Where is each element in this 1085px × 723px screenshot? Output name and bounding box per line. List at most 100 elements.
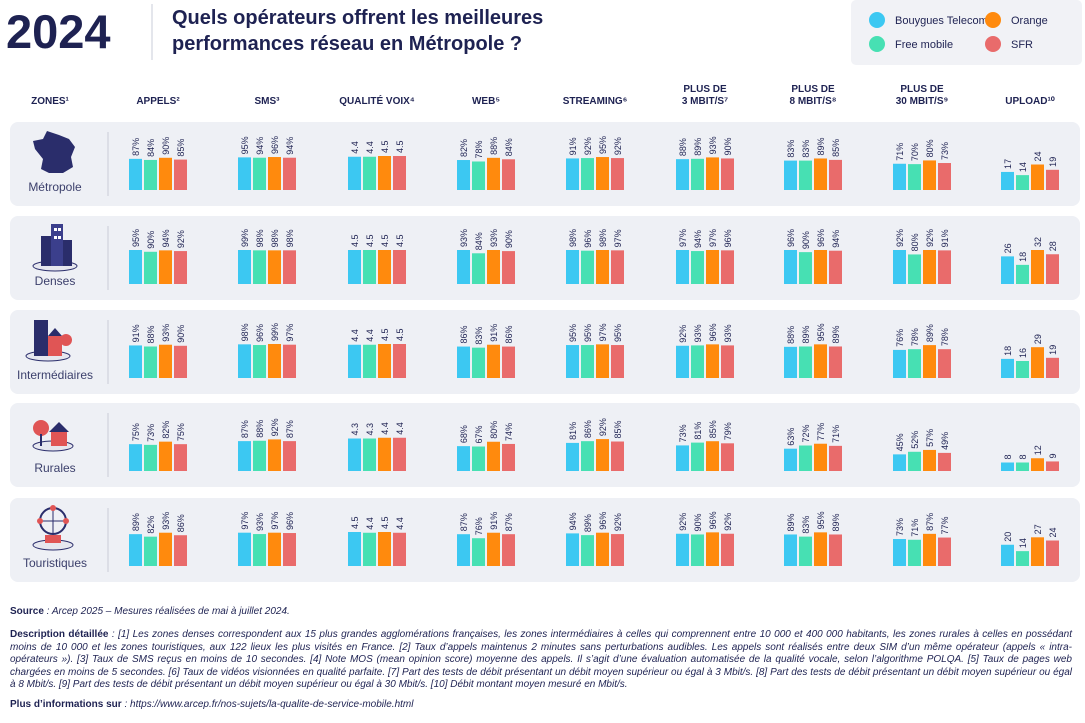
bar [691, 251, 704, 284]
value-label: 86% [176, 514, 186, 532]
bar [457, 534, 470, 566]
bar [1016, 175, 1029, 190]
more-url[interactable]: : https://www.arcep.fr/nos-sujets/la-qua… [121, 699, 414, 710]
value-label: 83% [801, 516, 811, 534]
description-text: : [1] Les zones denses correspondent aux… [10, 629, 1072, 691]
icon-rural [32, 420, 74, 452]
bar [238, 250, 251, 284]
bar [829, 346, 842, 378]
bar [1016, 551, 1029, 566]
value-label: 78% [474, 140, 484, 158]
value-label: 97% [270, 512, 280, 530]
value-label: 97% [598, 323, 608, 341]
value-label: 96% [723, 229, 733, 247]
bar [393, 344, 406, 378]
value-label: 84% [504, 138, 514, 156]
value-label: 90% [801, 231, 811, 249]
bar [676, 345, 689, 378]
value-label: 98% [240, 323, 250, 341]
bar [799, 536, 812, 566]
value-label: 19 [1048, 345, 1058, 355]
value-label: 86% [583, 420, 593, 438]
bar [938, 452, 951, 471]
value-label: 4.5 [395, 140, 405, 153]
value-label: 73% [146, 424, 156, 442]
value-label: 96% [270, 136, 280, 154]
bar [378, 344, 391, 378]
bar [596, 439, 609, 471]
value-label: 95% [816, 511, 826, 529]
bar [253, 157, 266, 190]
bar [348, 438, 361, 471]
value-label: 73% [678, 424, 688, 442]
value-label: 95% [613, 324, 623, 342]
bar [691, 442, 704, 471]
value-label: 96% [786, 229, 796, 247]
title-line: performances réseau en Métropole ? [172, 33, 522, 55]
bar [596, 532, 609, 566]
bar [363, 344, 376, 378]
value-label: 77% [940, 517, 950, 535]
description-label: Description détaillée [10, 629, 109, 640]
value-label: 4.3 [350, 423, 360, 436]
bar [144, 444, 157, 471]
value-label: 92% [176, 230, 186, 248]
value-label: 80% [489, 421, 499, 439]
bar [502, 159, 515, 190]
value-label: 57% [925, 429, 935, 447]
value-label: 77% [816, 423, 826, 441]
bar [799, 252, 812, 284]
bar [893, 250, 906, 284]
value-label: 79% [723, 422, 733, 440]
value-label: 76% [474, 517, 484, 535]
value-label: 72% [801, 424, 811, 442]
bar [129, 345, 142, 378]
value-label: 95% [240, 136, 250, 154]
bar [923, 250, 936, 284]
bar [596, 250, 609, 284]
bar [393, 156, 406, 190]
value-label: 90% [146, 231, 156, 249]
bar [144, 159, 157, 190]
bar [923, 533, 936, 566]
bar [799, 346, 812, 378]
value-label: 26 [1003, 243, 1013, 253]
zone-label: Denses [35, 274, 76, 288]
value-label: 90% [176, 325, 186, 343]
value-label: 4.5 [380, 516, 390, 529]
legend-label: Bouygues Telecom [895, 15, 988, 27]
bar [487, 157, 500, 190]
value-label: 4.4 [365, 141, 375, 154]
value-label: 89% [131, 513, 141, 531]
value-label: 93% [255, 513, 265, 531]
bar [472, 446, 485, 471]
value-label: 88% [786, 326, 796, 344]
value-label: 85% [613, 420, 623, 438]
bar [611, 250, 624, 284]
value-label: 24 [1033, 151, 1043, 161]
value-label: 98% [568, 229, 578, 247]
value-label: 80% [925, 139, 935, 157]
bar [908, 254, 921, 284]
value-label: 96% [583, 230, 593, 248]
bar [238, 441, 251, 471]
value-label: 18 [1003, 346, 1013, 356]
column-header: PLUS DE [900, 84, 944, 95]
bar [814, 443, 827, 471]
infographic: 2024 Quels opérateurs offrent les meille… [6, 0, 1082, 582]
source: Source : Arcep 2025 – Mesures réalisées … [10, 606, 1072, 619]
bar [174, 345, 187, 378]
value-label: 90% [723, 137, 733, 155]
column-header: WEB⁵ [472, 96, 500, 107]
legend-box [851, 0, 1082, 65]
bar [174, 444, 187, 471]
value-label: 97% [285, 324, 295, 342]
value-label: 88% [255, 420, 265, 438]
bar [283, 157, 296, 190]
value-label: 49% [940, 432, 950, 450]
value-label: 71% [831, 425, 841, 443]
bar [363, 438, 376, 471]
bar [784, 346, 797, 378]
bar [238, 532, 251, 566]
value-label: 93% [708, 136, 718, 154]
